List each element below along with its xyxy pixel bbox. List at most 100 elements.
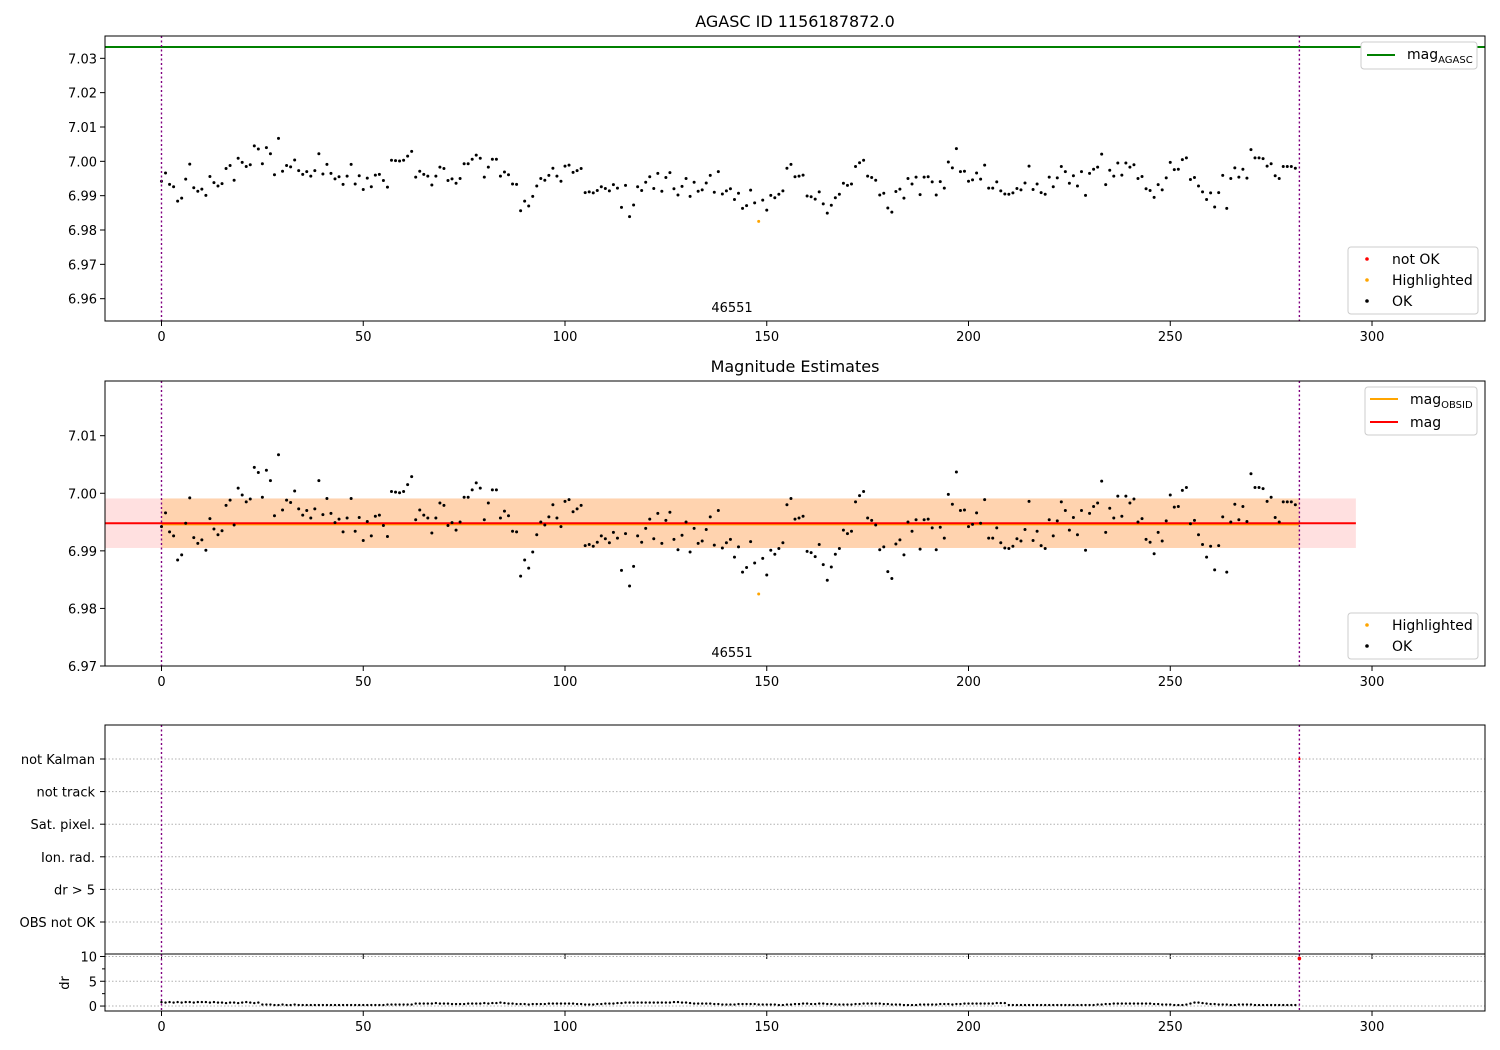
ok-point: [874, 523, 878, 527]
dr-point: [479, 1002, 482, 1005]
ok-point: [741, 570, 745, 574]
dr-point: [813, 1002, 817, 1006]
notok-point: [1297, 956, 1302, 961]
ok-point: [591, 544, 595, 548]
ok-point: [1233, 166, 1237, 170]
dr-point: [1181, 1003, 1184, 1007]
ok-point: [765, 208, 769, 212]
ok-point: [983, 498, 987, 502]
dr-point: [228, 1001, 232, 1004]
ok-point: [402, 490, 406, 494]
ok-point: [882, 545, 886, 549]
ok-point: [837, 192, 841, 196]
ok-point: [825, 578, 829, 582]
ok-point: [260, 162, 264, 166]
ok-point: [737, 191, 741, 195]
dr-point: [483, 1001, 486, 1005]
ok-point: [684, 520, 688, 524]
ok-point: [1011, 191, 1015, 195]
dr-point: [858, 1002, 861, 1006]
dr-point: [975, 1002, 978, 1005]
ok-point: [1237, 175, 1241, 179]
ok-point: [184, 177, 188, 181]
x-tick-label: 300: [1360, 330, 1385, 345]
ok-point: [914, 175, 918, 179]
ok-point: [454, 181, 458, 185]
dr-point: [232, 1001, 236, 1004]
ok-point: [1269, 162, 1273, 166]
ok-point: [228, 163, 232, 167]
ok-point: [1209, 191, 1213, 195]
dr-point: [834, 1003, 837, 1006]
y-tick-label: 6.98: [68, 224, 97, 239]
ok-point: [539, 520, 543, 524]
dr-point: [805, 1002, 809, 1005]
dr-point: [818, 1002, 821, 1005]
ok-point: [712, 190, 716, 194]
ok-point: [188, 496, 192, 500]
ok-point: [797, 174, 801, 178]
dr-point: [583, 1003, 587, 1006]
ok-point: [845, 532, 849, 536]
ok-point: [692, 180, 696, 184]
ok-point: [833, 552, 837, 556]
dr-point: [1185, 1003, 1188, 1006]
x-tick-label: 200: [956, 1020, 981, 1035]
ok-point: [862, 490, 866, 494]
ok-point: [1124, 161, 1128, 165]
dr-point: [676, 1000, 680, 1004]
ok-point: [813, 197, 817, 201]
ok-point: [765, 573, 769, 577]
ok-point: [523, 558, 527, 562]
ok-point: [172, 534, 176, 538]
dr-point: [196, 1000, 200, 1004]
ok-point: [716, 509, 720, 513]
ok-point: [1096, 501, 1100, 505]
dr-point: [495, 1001, 498, 1005]
dr-point: [273, 1003, 276, 1007]
ok-point: [369, 534, 373, 538]
ok-point: [244, 500, 248, 504]
ok-point: [357, 174, 361, 178]
ok-point: [611, 183, 615, 187]
dr-point: [1193, 1001, 1196, 1004]
ok-point: [224, 167, 228, 171]
ok-point: [817, 190, 821, 194]
dr-point: [700, 1002, 704, 1005]
y-tick-label: 0: [89, 1000, 97, 1015]
highlighted-point: [757, 592, 761, 596]
dr-point: [543, 1002, 547, 1006]
ok-point: [656, 171, 660, 175]
ok-point: [1233, 502, 1237, 506]
ok-point: [305, 170, 309, 174]
ok-point: [285, 163, 289, 167]
dr-point: [902, 1003, 906, 1007]
ok-point: [1140, 517, 1144, 521]
ok-point: [983, 163, 987, 167]
dr-point: [930, 1003, 934, 1006]
dr-point: [999, 1001, 1002, 1005]
ok-point: [946, 160, 950, 164]
y-tick-label: 6.99: [68, 190, 97, 205]
ok-point: [446, 179, 450, 183]
dr-point: [422, 1002, 425, 1005]
ok-point: [628, 215, 632, 219]
dr-point: [979, 1002, 982, 1005]
dr-point: [358, 1003, 361, 1007]
dr-point: [491, 1001, 494, 1005]
ok-point: [482, 175, 486, 179]
ok-point: [180, 196, 184, 200]
dr-point: [337, 1003, 341, 1007]
dr-point: [575, 1002, 579, 1006]
dr-point: [1156, 1002, 1160, 1006]
ok-point: [1176, 505, 1180, 509]
ok-point: [676, 193, 680, 197]
ok-point: [168, 182, 172, 186]
ok-point: [486, 165, 490, 169]
ok-point: [1043, 547, 1047, 551]
dr-point: [321, 1003, 325, 1007]
dr-point: [160, 1000, 163, 1004]
dr-point: [1003, 1001, 1007, 1005]
ok-point: [277, 136, 281, 140]
ok-point: [995, 180, 999, 184]
